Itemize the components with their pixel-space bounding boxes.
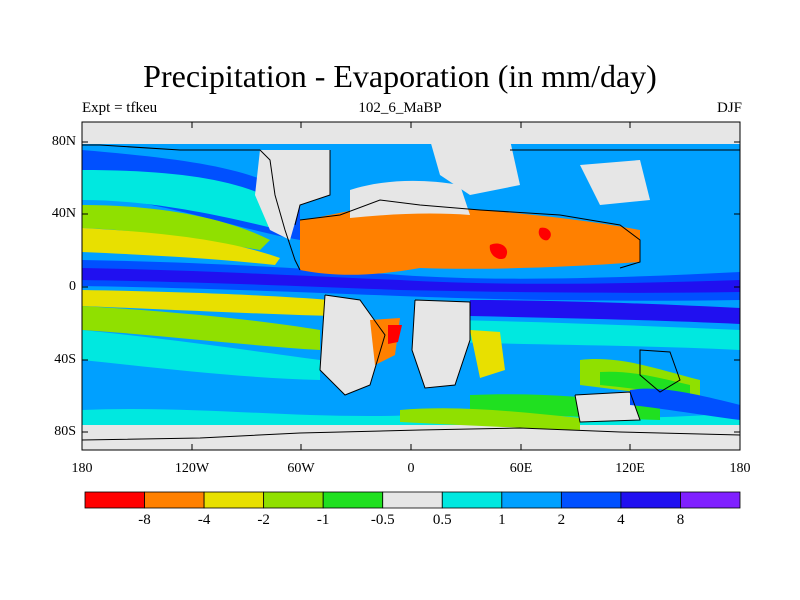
colorbar-label: -2 — [257, 512, 270, 528]
colorbar-label: -1 — [316, 512, 330, 528]
colorbar-label: 1 — [498, 512, 506, 528]
colorbar-label: -4 — [197, 512, 211, 528]
lon-tick-label: 120W — [174, 461, 210, 476]
colorbar-swatch — [680, 491, 741, 509]
colorbar-label: -8 — [138, 512, 151, 528]
colorbar-swatch — [560, 491, 622, 509]
colorbar-swatch — [620, 491, 681, 509]
run-label: 102_6_MaBP — [358, 100, 442, 116]
colorbar-swatch — [322, 491, 384, 509]
colorbar-swatch — [441, 491, 503, 509]
colorbar-label: 4 — [617, 512, 625, 528]
colorbar-label: 2 — [557, 512, 566, 528]
colorbar — [84, 491, 741, 509]
colorbar-swatch — [144, 491, 205, 509]
lat-tick-label: 40S — [54, 352, 76, 367]
lon-tick-label: 0 — [407, 461, 415, 476]
lat-tick-label: 80N — [51, 134, 76, 149]
season-label: DJF — [716, 100, 742, 116]
lon-tick-label: 120E — [615, 461, 645, 476]
map-field — [82, 122, 740, 450]
colorbar-swatch — [84, 491, 145, 509]
colorbar-swatch — [382, 491, 443, 509]
lat-tick-label: 0 — [69, 279, 76, 294]
lat-tick-label: 40N — [51, 206, 76, 221]
lat-tick-label: 80S — [54, 424, 76, 439]
experiment-label: Expt = tfkeu — [82, 100, 158, 116]
colorbar-swatch — [263, 491, 324, 509]
axis-ticks — [81, 122, 741, 450]
lon-tick-label: 60W — [287, 461, 315, 476]
lon-tick-label: 180 — [71, 461, 93, 476]
colorbar-swatch — [203, 491, 265, 509]
map-title: Precipitation - Evaporation (in mm/day) — [143, 58, 657, 94]
colorbar-label: 0.5 — [432, 512, 452, 528]
colorbar-swatch — [501, 491, 562, 509]
colorbar-label: -0.5 — [370, 512, 395, 528]
lon-tick-label: 180 — [729, 461, 751, 476]
colorbar-label: 8 — [676, 512, 685, 528]
lon-tick-label: 60E — [509, 461, 533, 476]
